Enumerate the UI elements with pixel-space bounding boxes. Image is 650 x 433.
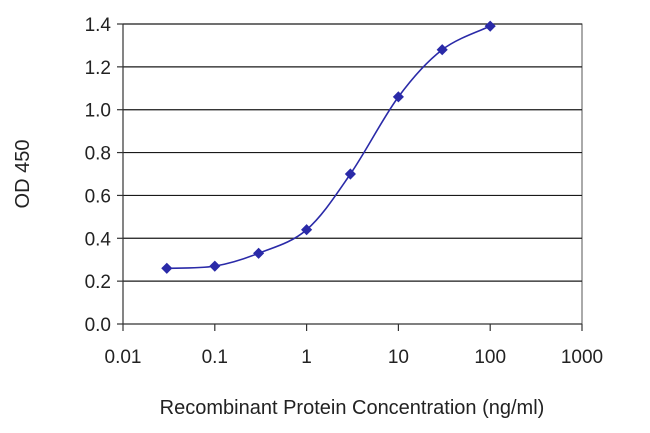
x-tick-label: 1000 (561, 347, 603, 368)
x-axis-title: Recombinant Protein Concentration (ng/ml… (160, 397, 545, 419)
x-tick-label: 0.1 (202, 347, 228, 368)
y-tick-label: 0.0 (85, 315, 111, 336)
gridlines (123, 23, 582, 282)
x-tick-label: 100 (474, 347, 506, 368)
y-tick-label: 1.2 (85, 58, 111, 79)
y-axis-title: OD 450 (12, 140, 34, 209)
series-group (161, 20, 496, 274)
y-tick-label: 0.8 (85, 144, 111, 165)
x-tick-label: 10 (388, 347, 409, 368)
x-tick-label: 1 (301, 347, 312, 368)
y-tick-label: 0.4 (85, 229, 112, 250)
y-axis-ticks: 0.0 0.2 0.4 0.6 0.8 1.0 1.2 1.4 (85, 15, 123, 336)
axes (122, 24, 582, 325)
data-point (301, 224, 313, 236)
x-axis-ticks: 0.01 0.1 1 10 100 1000 (105, 324, 603, 368)
y-tick-label: 0.6 (85, 186, 111, 207)
data-point (161, 262, 173, 274)
x-tick-label: 0.01 (105, 347, 142, 368)
y-tick-label: 1.0 (85, 101, 111, 122)
data-point (209, 260, 221, 272)
series-line (166, 25, 491, 270)
data-point (392, 91, 404, 103)
data-point (344, 168, 356, 180)
y-tick-label: 0.2 (85, 272, 111, 293)
data-point (436, 44, 448, 56)
y-tick-label: 1.4 (85, 15, 112, 36)
data-point (484, 20, 496, 32)
data-point (253, 247, 265, 259)
